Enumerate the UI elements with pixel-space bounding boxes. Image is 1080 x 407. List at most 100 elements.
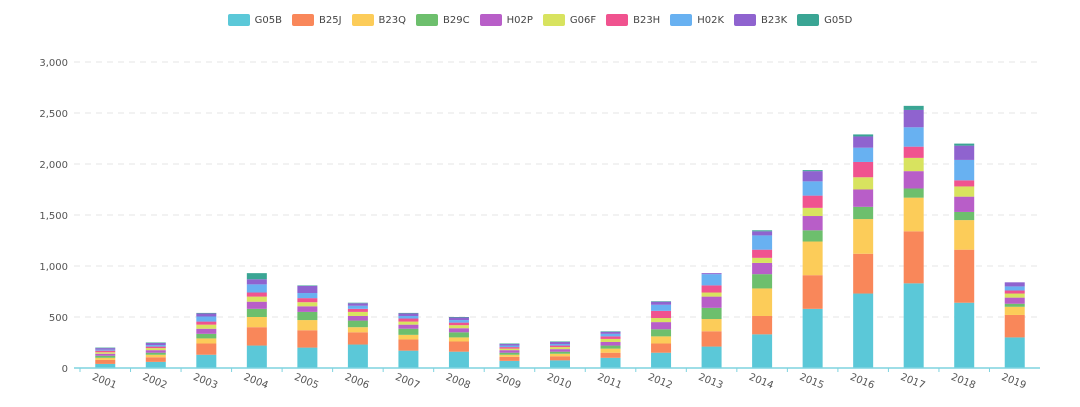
bar-segment-g05d-2011[interactable] bbox=[600, 331, 621, 332]
bar-segment-b23q-2008[interactable] bbox=[448, 337, 469, 342]
bar-segment-b23h-2014[interactable] bbox=[752, 249, 773, 258]
bar-segment-b23k-2012[interactable] bbox=[651, 301, 672, 305]
bar-segment-g05b-2019[interactable] bbox=[1004, 337, 1025, 368]
bar-segment-h02p-2008[interactable] bbox=[448, 328, 469, 333]
bar-segment-b29c-2015[interactable] bbox=[802, 230, 823, 242]
bar-segment-b25j-2002[interactable] bbox=[145, 357, 166, 362]
legend-item-h02p[interactable]: H02P bbox=[479, 14, 533, 26]
bar-segment-b25j-2011[interactable] bbox=[600, 352, 621, 358]
bar-segment-g05d-2007[interactable] bbox=[398, 312, 419, 314]
bar-segment-g05b-2010[interactable] bbox=[550, 360, 570, 368]
bar-segment-b23q-2009[interactable] bbox=[499, 354, 520, 357]
legend-item-b23h[interactable]: B23H bbox=[606, 14, 660, 26]
legend-item-g06f[interactable]: G06F bbox=[542, 14, 596, 26]
bar-segment-b23k-2002[interactable] bbox=[145, 343, 166, 346]
bar-segment-g05b-2002[interactable] bbox=[145, 361, 166, 368]
bar-segment-g05b-2004[interactable] bbox=[246, 345, 267, 368]
bar-segment-h02k-2003[interactable] bbox=[196, 316, 217, 322]
bar-segment-b23k-2006[interactable] bbox=[347, 303, 368, 306]
bar-segment-b23h-2012[interactable] bbox=[651, 310, 672, 319]
bar-segment-b29c-2009[interactable] bbox=[499, 352, 520, 355]
bar-segment-b23h-2010[interactable] bbox=[550, 345, 570, 348]
bar-segment-g05b-2013[interactable] bbox=[701, 346, 722, 368]
bar-segment-b23h-2008[interactable] bbox=[448, 322, 469, 326]
bar-segment-b23k-2004[interactable] bbox=[246, 279, 267, 285]
bar-segment-g06f-2012[interactable] bbox=[651, 318, 672, 323]
bar-segment-h02p-2015[interactable] bbox=[802, 216, 823, 231]
bar-segment-g05b-2003[interactable] bbox=[196, 354, 217, 368]
bar-segment-h02k-2007[interactable] bbox=[398, 315, 419, 319]
bar-segment-b23h-2001[interactable] bbox=[95, 350, 116, 353]
bar-segment-b23h-2018[interactable] bbox=[954, 180, 975, 187]
bar-segment-b25j-2006[interactable] bbox=[347, 332, 368, 345]
bar-segment-b29c-2003[interactable] bbox=[196, 333, 217, 339]
bar-segment-b23h-2002[interactable] bbox=[145, 346, 166, 349]
bar-segment-h02k-2013[interactable] bbox=[701, 274, 722, 286]
bar-segment-g06f-2004[interactable] bbox=[246, 296, 267, 302]
bar-segment-b23q-2015[interactable] bbox=[802, 241, 823, 276]
bar-segment-b29c-2014[interactable] bbox=[752, 274, 773, 289]
bar-segment-h02k-2011[interactable] bbox=[600, 333, 621, 337]
bar-segment-b23h-2009[interactable] bbox=[499, 347, 520, 349]
bar-segment-b23q-2012[interactable] bbox=[651, 336, 672, 344]
bar-segment-b23q-2006[interactable] bbox=[347, 327, 368, 333]
bar-segment-g06f-2002[interactable] bbox=[145, 348, 166, 351]
bar-segment-g06f-2007[interactable] bbox=[398, 321, 419, 325]
bar-segment-h02k-2005[interactable] bbox=[297, 293, 318, 299]
bar-segment-b23k-2011[interactable] bbox=[600, 331, 621, 334]
bar-segment-b23q-2016[interactable] bbox=[853, 219, 874, 254]
bar-segment-h02p-2016[interactable] bbox=[853, 189, 874, 207]
bar-segment-b23k-2009[interactable] bbox=[499, 344, 520, 346]
bar-segment-b23h-2019[interactable] bbox=[1004, 290, 1025, 294]
bar-segment-b23h-2006[interactable] bbox=[347, 308, 368, 312]
bar-segment-h02k-2014[interactable] bbox=[752, 235, 773, 250]
bar-segment-h02p-2011[interactable] bbox=[600, 341, 621, 346]
bar-segment-g05b-2001[interactable] bbox=[95, 363, 116, 368]
bar-segment-h02p-2018[interactable] bbox=[954, 196, 975, 212]
bar-segment-b25j-2012[interactable] bbox=[651, 343, 672, 353]
bar-segment-g05d-2008[interactable] bbox=[448, 317, 469, 318]
bar-segment-g06f-2016[interactable] bbox=[853, 177, 874, 190]
bar-segment-h02p-2013[interactable] bbox=[701, 296, 722, 308]
bar-segment-b23h-2017[interactable] bbox=[903, 146, 924, 158]
bar-segment-g06f-2003[interactable] bbox=[196, 324, 217, 329]
bar-segment-b23k-2017[interactable] bbox=[903, 109, 924, 128]
bar-segment-b23k-2014[interactable] bbox=[752, 231, 773, 236]
bar-segment-h02p-2004[interactable] bbox=[246, 301, 267, 309]
bar-segment-b23q-2018[interactable] bbox=[954, 220, 975, 250]
bar-segment-h02p-2003[interactable] bbox=[196, 328, 217, 334]
legend-item-g05d[interactable]: G05D bbox=[797, 14, 852, 26]
bar-segment-b23q-2003[interactable] bbox=[196, 338, 217, 344]
bar-segment-g05b-2011[interactable] bbox=[600, 357, 621, 368]
bar-segment-h02k-2017[interactable] bbox=[903, 127, 924, 147]
bar-segment-g05b-2014[interactable] bbox=[752, 334, 773, 368]
bar-segment-b23k-2010[interactable] bbox=[550, 341, 570, 345]
bar-segment-b23q-2002[interactable] bbox=[145, 354, 166, 358]
bar-segment-b23k-2013[interactable] bbox=[701, 273, 722, 275]
bar-segment-g06f-2008[interactable] bbox=[448, 325, 469, 329]
bar-segment-b25j-2014[interactable] bbox=[752, 315, 773, 335]
bar-segment-g05d-2015[interactable] bbox=[802, 170, 823, 172]
bar-segment-b29c-2018[interactable] bbox=[954, 211, 975, 221]
bar-segment-b29c-2011[interactable] bbox=[600, 345, 621, 349]
bar-segment-b25j-2008[interactable] bbox=[448, 341, 469, 352]
bar-segment-b25j-2015[interactable] bbox=[802, 275, 823, 309]
bar-segment-g06f-2019[interactable] bbox=[1004, 293, 1025, 298]
bar-segment-h02p-2002[interactable] bbox=[145, 350, 166, 353]
bar-segment-b25j-2009[interactable] bbox=[499, 356, 520, 361]
bar-segment-h02p-2006[interactable] bbox=[347, 315, 368, 321]
bar-segment-b23q-2004[interactable] bbox=[246, 317, 267, 328]
bar-segment-g05d-2012[interactable] bbox=[651, 301, 672, 302]
bar-segment-g05d-2016[interactable] bbox=[853, 134, 874, 137]
bar-segment-b23k-2008[interactable] bbox=[448, 317, 469, 321]
bar-segment-b29c-2008[interactable] bbox=[448, 332, 469, 338]
bar-segment-g05d-2014[interactable] bbox=[752, 230, 773, 232]
bar-segment-g05d-2004[interactable] bbox=[246, 273, 267, 280]
bar-segment-b29c-2019[interactable] bbox=[1004, 303, 1025, 307]
bar-segment-b29c-2010[interactable] bbox=[550, 351, 570, 354]
bar-segment-b23q-2001[interactable] bbox=[95, 357, 116, 360]
bar-segment-g05b-2017[interactable] bbox=[903, 283, 924, 368]
bar-segment-g06f-2013[interactable] bbox=[701, 292, 722, 297]
bar-segment-g05b-2007[interactable] bbox=[398, 350, 419, 368]
bar-segment-b23h-2013[interactable] bbox=[701, 285, 722, 293]
